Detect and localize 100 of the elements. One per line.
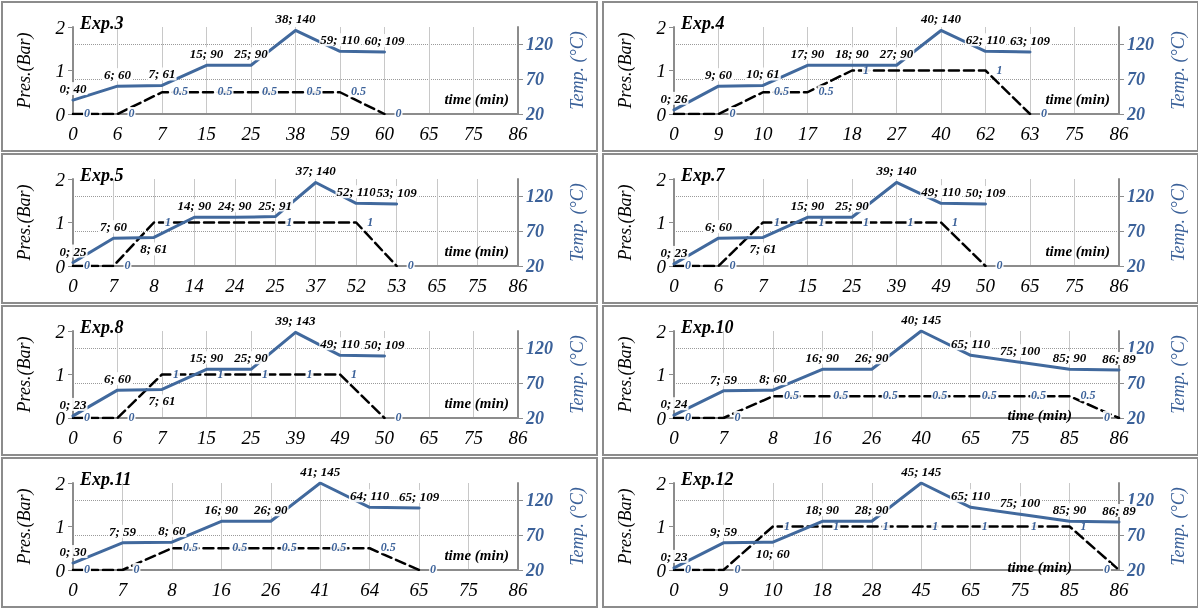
x-tick-label: 86: [1109, 427, 1129, 448]
data-label: 0.5: [262, 84, 277, 99]
data-label: 1: [351, 366, 357, 381]
data-label: 62; 110: [965, 32, 1006, 48]
y2-axis-title: Temp. (°C): [567, 335, 588, 414]
x-tick-label: 25: [241, 427, 261, 448]
data-label: 40; 140: [919, 11, 962, 27]
data-label: 7; 59: [709, 371, 738, 387]
x-axis-title: time (min): [1007, 558, 1072, 576]
data-label: 53; 109: [376, 185, 418, 201]
data-label: 52; 110: [336, 184, 377, 200]
data-label: 0: [84, 410, 90, 424]
x-tick-label: 6: [112, 427, 123, 448]
data-label: 0.5: [351, 84, 366, 99]
data-label: 25; 91: [257, 197, 293, 213]
x-tick-label: 50: [375, 427, 395, 448]
data-label: 0: [407, 258, 414, 272]
y-tick-label: 2: [656, 168, 667, 190]
data-label: 0.5: [1031, 388, 1047, 403]
y2-tick-label: 70: [1127, 525, 1145, 546]
data-label: 0: [996, 258, 1003, 272]
x-tick-label: 9: [718, 579, 729, 600]
x-tick-label: 0: [68, 579, 79, 600]
data-label: 6; 60: [103, 67, 132, 83]
data-label: 0: [1041, 106, 1047, 120]
x-tick-label: 41: [310, 579, 330, 600]
data-label: 0: [685, 562, 691, 576]
y2-tick-label: 20: [1126, 408, 1145, 428]
data-label: 0; 23: [59, 396, 88, 412]
data-label: 0: [734, 562, 741, 576]
x-tick-label: 86: [1109, 123, 1129, 144]
data-label: 0.5: [1080, 388, 1096, 403]
x-tick-label: 86: [508, 275, 528, 296]
y2-axis-title: Temp. (°C): [567, 183, 588, 262]
y-axis-title: Pres.(Bar): [615, 32, 636, 110]
data-label: 1: [164, 214, 171, 229]
x-tick-label: 0: [68, 427, 79, 448]
x-tick-label: 6: [713, 275, 724, 296]
x-tick-label: 18: [842, 123, 862, 144]
y2-tick-label: 70: [526, 525, 544, 546]
y-tick-label: 1: [55, 60, 65, 81]
data-label: 85; 90: [1052, 502, 1087, 518]
data-label: 14; 90: [177, 198, 212, 214]
x-tick-label: 25: [241, 123, 261, 144]
x-tick-label: 7: [108, 275, 120, 296]
data-label: 0.5: [833, 388, 849, 403]
y2-tick-label: 120: [1127, 34, 1154, 55]
x-tick-label: 86: [508, 579, 528, 600]
x-tick-label: 18: [812, 579, 833, 600]
data-label: 7; 61: [148, 66, 176, 82]
data-label: 0; 25: [59, 243, 88, 259]
data-label: 0.5: [818, 84, 834, 99]
x-tick-label: 75: [464, 427, 483, 448]
data-label: 0: [430, 562, 437, 576]
data-label: 15; 90: [189, 350, 224, 366]
x-tick-label: 62: [976, 123, 996, 144]
x-tick-label: 16: [211, 579, 232, 600]
data-label: 1: [1031, 518, 1038, 533]
x-tick-label: 65: [427, 275, 447, 296]
data-label: 27; 90: [878, 46, 914, 62]
y2-tick-label: 20: [525, 104, 544, 124]
x-tick-label: 7: [157, 123, 169, 144]
data-label: 45; 145: [900, 464, 942, 479]
chart-title: Exp.7: [680, 165, 726, 185]
x-tick-label: 27: [887, 123, 908, 144]
y2-tick-label: 120: [526, 34, 553, 55]
x-tick-label: 40: [931, 123, 951, 144]
data-label: 64; 110: [349, 488, 390, 504]
x-tick-label: 65: [961, 579, 981, 600]
data-label: 0: [685, 258, 691, 272]
x-tick-label: 38: [285, 123, 306, 144]
data-label: 49; 110: [319, 336, 361, 352]
x-tick-label: 86: [1109, 579, 1129, 600]
data-label: 1: [367, 214, 374, 229]
data-label: 0: [1104, 410, 1110, 424]
data-label: 0: [729, 106, 736, 120]
data-label: 1: [952, 214, 958, 229]
y2-tick-label: 20: [1126, 560, 1145, 580]
x-tick-label: 45: [911, 579, 931, 600]
data-label: 24; 90: [217, 198, 253, 214]
y-tick-label: 1: [656, 212, 666, 233]
x-tick-label: 10: [753, 123, 773, 144]
data-label: 85; 90: [1052, 350, 1087, 366]
x-tick-label: 85: [1060, 427, 1080, 448]
chart-title: Exp.4: [680, 13, 725, 33]
x-tick-label: 7: [117, 579, 129, 600]
x-axis-title: time (min): [1045, 242, 1110, 260]
x-tick-label: 63: [1020, 123, 1040, 144]
y-axis-title: Pres.(Bar): [615, 488, 636, 566]
x-tick-label: 60: [375, 123, 395, 144]
y2-tick-label: 120: [526, 490, 553, 511]
data-label: 0.5: [306, 84, 322, 99]
x-tick-label: 65: [961, 427, 981, 448]
x-tick-label: 49: [931, 275, 951, 296]
y2-tick-label: 120: [1127, 186, 1154, 207]
x-axis-title: time (min): [444, 242, 509, 260]
data-label: 6; 60: [103, 371, 132, 387]
data-label: 0.5: [783, 388, 799, 403]
y2-tick-label: 120: [526, 186, 553, 207]
y2-tick-label: 20: [525, 408, 544, 428]
